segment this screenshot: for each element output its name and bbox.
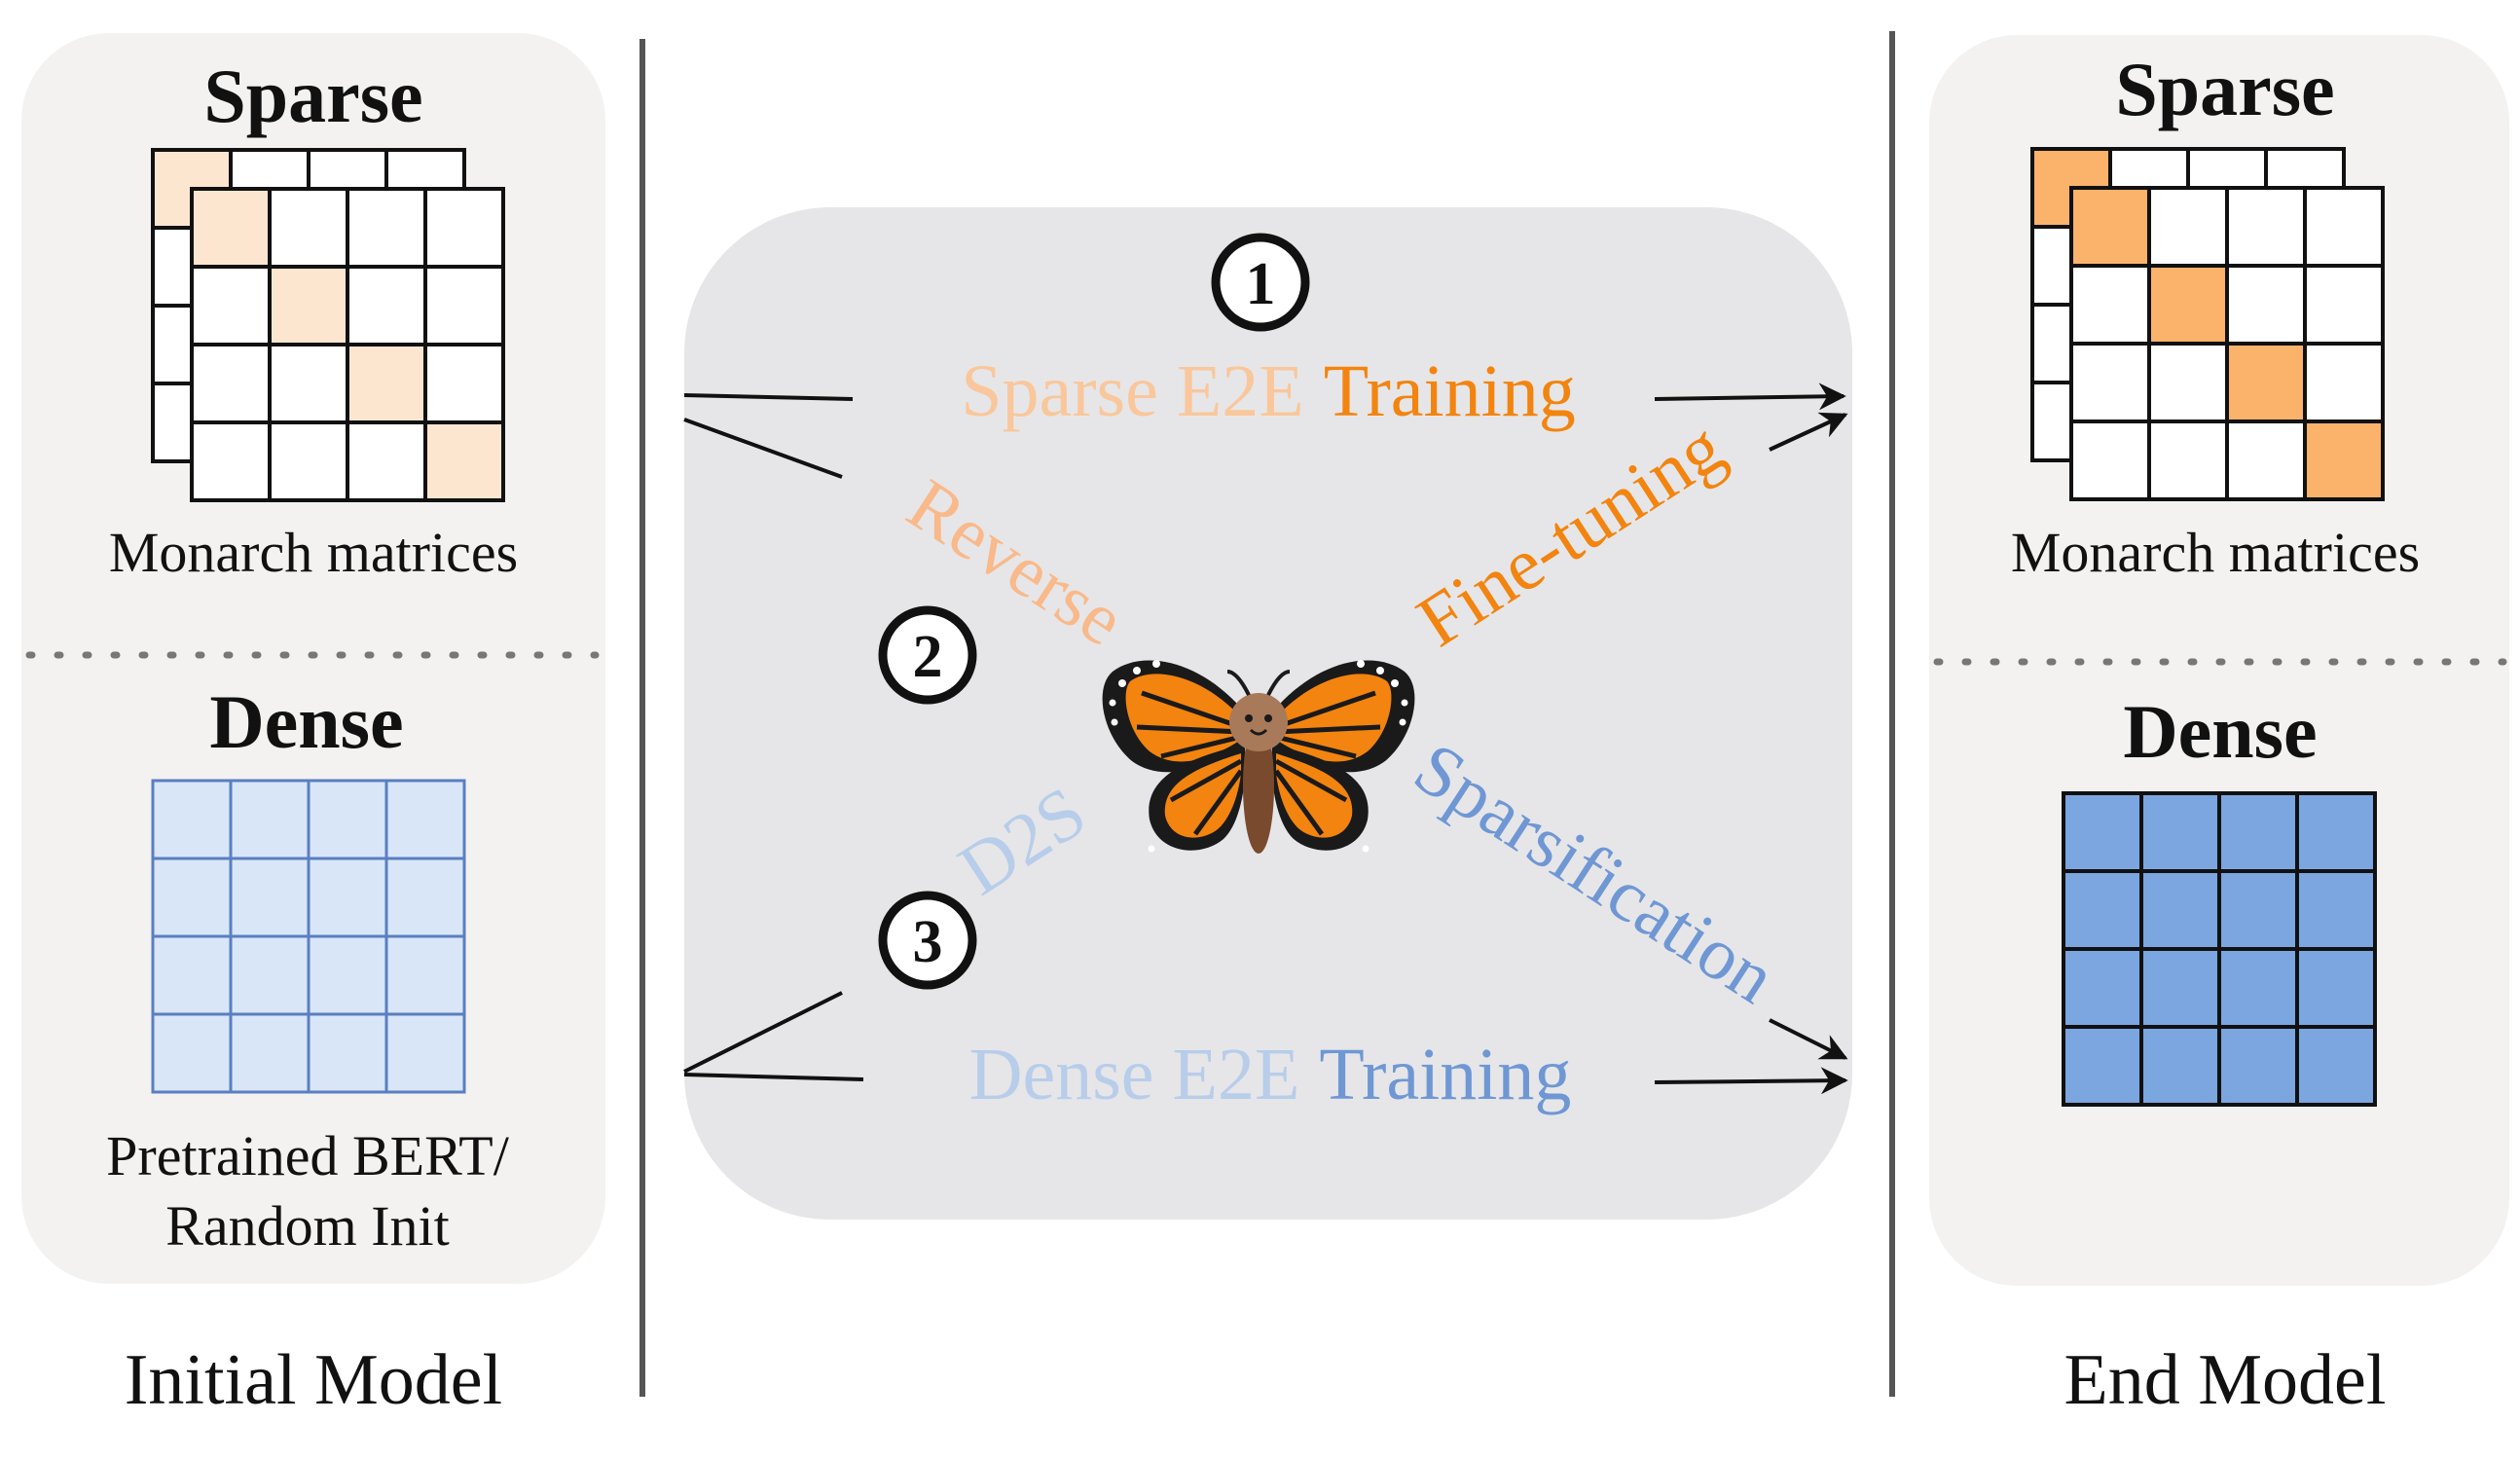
route-3-arrow: [1769, 1018, 1848, 1060]
end-sparse-caption: Monarch matrices: [2011, 521, 2420, 584]
initial-model-title: Initial Model: [125, 1340, 502, 1420]
initial-dense-label: Dense: [209, 679, 403, 764]
route-3-number-circle: [878, 891, 977, 990]
initial-sparse-caption: Monarch matrices: [109, 521, 518, 584]
end-sparse-matrix-front: [2069, 186, 2385, 501]
butterfly-icon: [1102, 660, 1415, 854]
initial-model-panel: Sparse Monarch mat: [21, 33, 605, 1284]
end-dense-label: Dense: [2123, 689, 2317, 774]
end-model-title: End Model: [2064, 1340, 2387, 1420]
route-dense-arrow: [1654, 1067, 1848, 1095]
route-1-label: Sparse E2E Training: [961, 350, 1576, 432]
initial-sparse-label: Sparse: [203, 54, 422, 138]
initial-dense-matrix: [151, 779, 466, 1094]
route-1-arrow: [1654, 383, 1846, 411]
end-model-panel: Sparse Monarch matrices: [1929, 35, 2509, 1286]
initial-dense-caption-line1: Pretrained BERT/: [106, 1124, 510, 1187]
route-dense-input-line: [683, 1073, 864, 1081]
initial-dense-caption-line2: Random Init: [165, 1194, 450, 1258]
end-sparse-label: Sparse: [2115, 47, 2334, 131]
route-2-number: 2: [913, 624, 943, 690]
route-3-input-line: [683, 991, 843, 1074]
initial-sparse-matrix-front: [190, 187, 505, 502]
route-2-number-circle: [878, 605, 977, 705]
route-1-input-line: [683, 393, 854, 401]
route-dense-e2e: Dense E2E Training: [683, 1034, 1848, 1115]
route-2-arrow: [1769, 412, 1848, 452]
route-dense-label: Dense E2E Training: [969, 1034, 1572, 1115]
end-dense-matrix: [2062, 791, 2377, 1107]
route-1-number: 1: [1246, 251, 1276, 317]
route-2-input-line: [683, 418, 843, 479]
route-1-number-circle: [1211, 233, 1310, 332]
route-3-number: 3: [913, 909, 943, 975]
route-1: 1 Sparse E2E Training: [683, 233, 1846, 432]
